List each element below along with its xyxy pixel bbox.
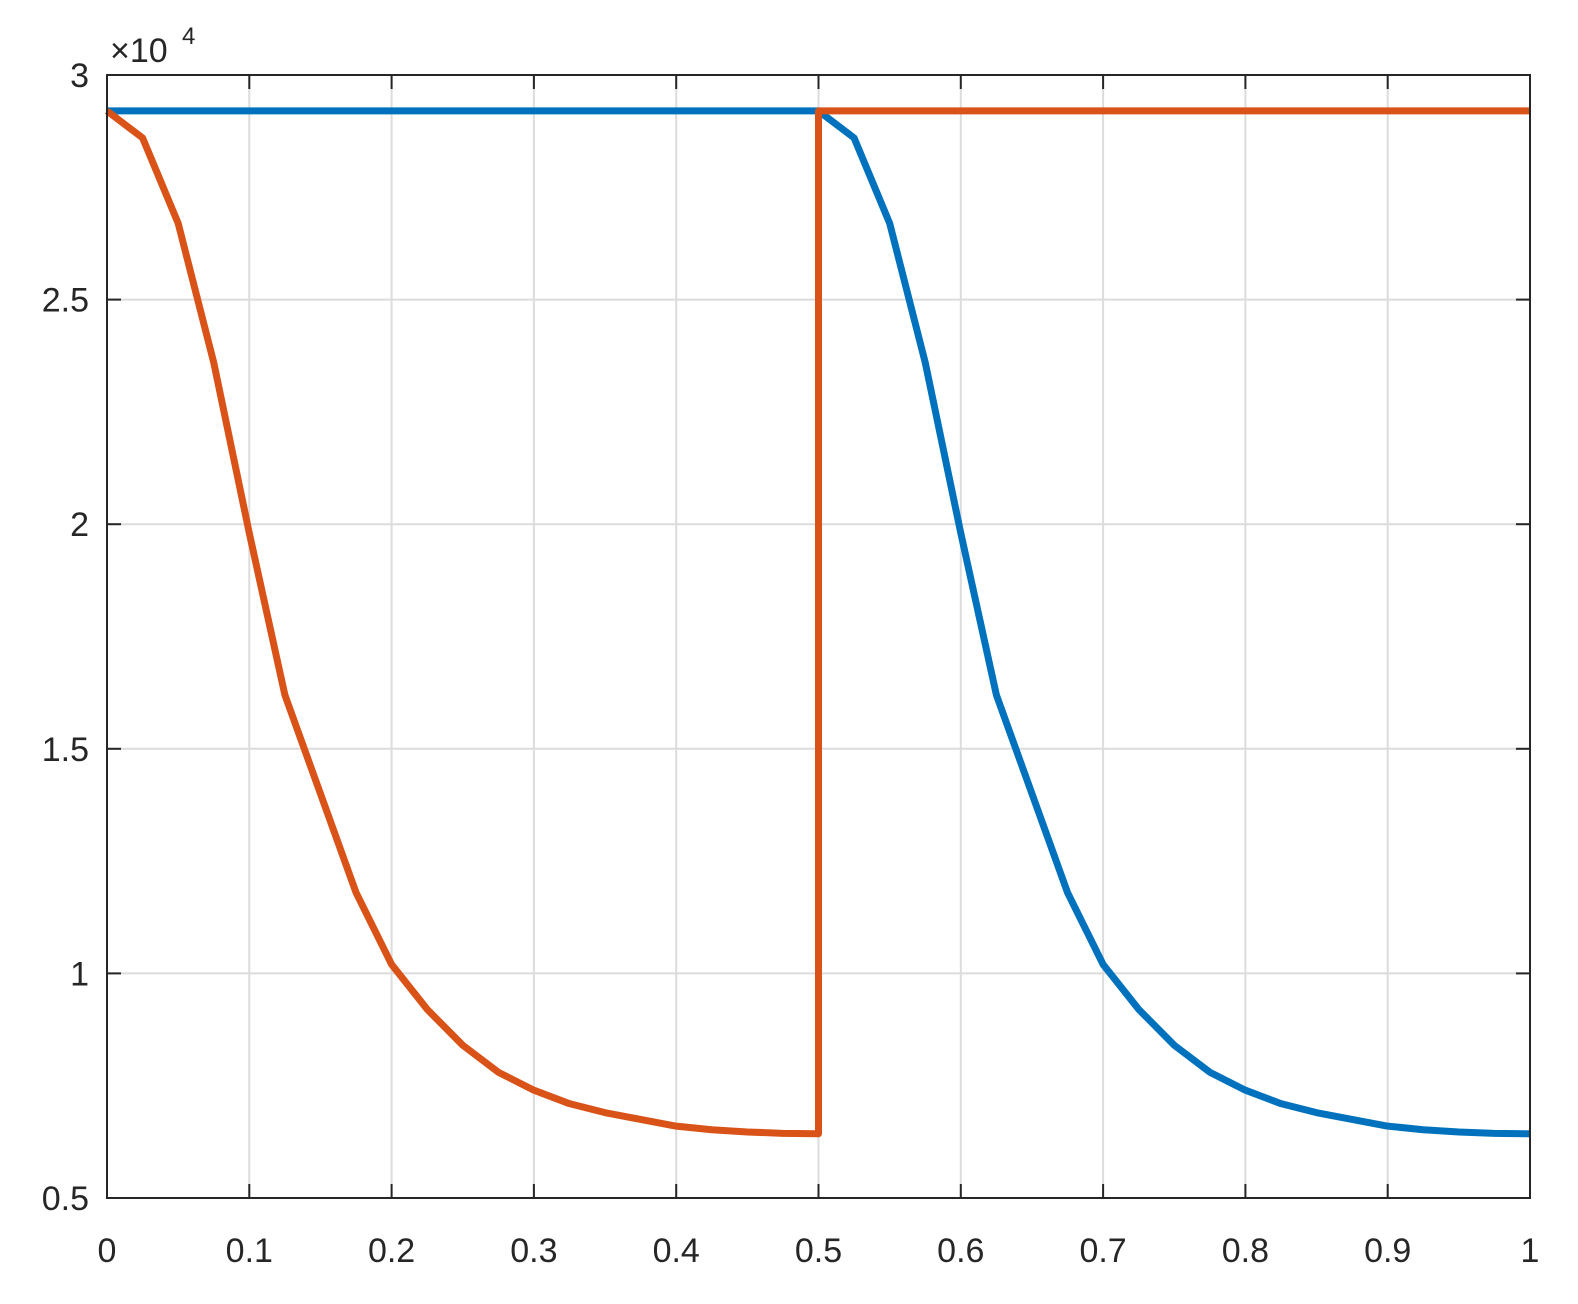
y-tick-label: 3 — [70, 57, 89, 95]
y-tick-label: 0.5 — [42, 1180, 89, 1218]
x-tick-label: 0.7 — [1079, 1232, 1126, 1270]
series-line — [104, 107, 1530, 1138]
series-line — [107, 107, 1531, 1138]
x-tick-label: 0.8 — [1222, 1232, 1269, 1270]
y-multiplier: ×10 — [110, 32, 168, 70]
x-tick-label: 0.6 — [937, 1232, 984, 1270]
y-tick-label: 2 — [70, 506, 89, 544]
y-multiplier-exponent: 4 — [182, 23, 195, 50]
x-tick-label: 0.5 — [795, 1232, 842, 1270]
x-tick-label: 0.4 — [653, 1232, 700, 1270]
plot-frame — [106, 74, 1531, 1199]
y-tick-label: 2.5 — [42, 282, 89, 320]
x-tick-label: 0.3 — [510, 1232, 557, 1270]
y-tick-label: 1.5 — [42, 731, 89, 769]
x-tick-label: 0 — [98, 1232, 117, 1270]
x-tick-label: 0.2 — [368, 1232, 415, 1270]
y-tick-label: 1 — [70, 955, 89, 993]
x-tick-label: 0.9 — [1364, 1232, 1411, 1270]
x-tick-label: 1 — [1521, 1232, 1540, 1270]
x-tick-label: 0.1 — [226, 1232, 273, 1270]
